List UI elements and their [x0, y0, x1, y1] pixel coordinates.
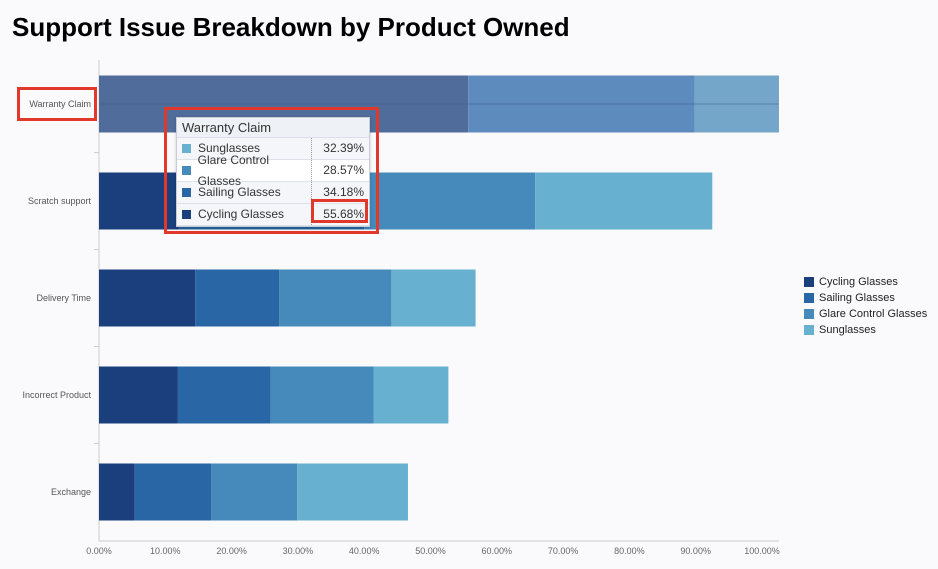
bar-segment-glare-control-glasses[interactable]	[270, 366, 374, 424]
tooltip-row: Cycling Glasses 55.68%	[177, 204, 369, 226]
tooltip-series: Sunglasses	[177, 138, 312, 159]
x-tick-label: 90.00%	[680, 546, 711, 556]
bar-segment-sailing-glasses[interactable]	[177, 366, 271, 424]
bar-segment-cycling-glasses[interactable]	[99, 269, 196, 327]
legend-label: Glare Control Glasses	[819, 308, 928, 320]
chart-title: Support Issue Breakdown by Product Owned	[12, 12, 570, 42]
bar-segment-cycling-glasses[interactable]	[99, 463, 135, 521]
series-swatch-icon	[182, 210, 191, 219]
bar-segment-sunglasses[interactable]	[391, 269, 476, 327]
highlight-box-category	[17, 87, 97, 121]
highlight-box-tooltip	[164, 107, 379, 234]
x-tick-label: 60.00%	[482, 546, 513, 556]
tooltip-series: Glare Control Glasses	[177, 153, 312, 188]
category-label[interactable]: Warranty Claim	[29, 99, 91, 109]
bar-segment-sailing-glasses[interactable]	[134, 463, 212, 521]
tooltip-label: Sailing Glasses	[198, 185, 281, 199]
bar-segment-cycling-glasses[interactable]	[99, 366, 178, 424]
series-swatch-icon	[182, 188, 191, 197]
tooltip-value: 28.57%	[323, 163, 364, 177]
tooltip-label: Sunglasses	[198, 141, 261, 155]
highlight-box-value	[311, 199, 368, 223]
tooltip-label: Cycling Glasses	[198, 207, 285, 221]
tooltip-title: Warranty Claim	[177, 118, 369, 138]
category-label[interactable]: Exchange	[51, 487, 91, 497]
tooltip-value: 34.18%	[323, 185, 364, 199]
category-label[interactable]: Incorrect Product	[22, 390, 91, 400]
tooltip-series: Sailing Glasses	[177, 182, 312, 203]
legend-swatch-icon	[804, 309, 814, 319]
x-tick-label: 0.00%	[86, 546, 112, 556]
bar-segment-sunglasses[interactable]	[297, 463, 408, 521]
tooltip-row: Sailing Glasses 34.18%	[177, 182, 369, 204]
bar-segment-sailing-glasses[interactable]	[195, 269, 280, 327]
tooltip-row: Glare Control Glasses 28.57%	[177, 153, 369, 188]
x-tick-label: 30.00%	[283, 546, 314, 556]
legend-label: Cycling Glasses	[819, 276, 898, 288]
tooltip-series: Cycling Glasses	[177, 204, 312, 225]
tooltip-value: 32.39%	[323, 141, 364, 155]
legend-swatch-icon	[804, 293, 814, 303]
legend-item[interactable]: Sunglasses	[804, 322, 927, 338]
tooltip-row: Sunglasses 32.39%	[177, 138, 369, 160]
x-tick-label: 100.00%	[744, 546, 780, 556]
x-tick-label: 70.00%	[548, 546, 579, 556]
legend-item[interactable]: Glare Control Glasses	[804, 306, 927, 322]
bar-segment-glare-control-glasses[interactable]	[364, 172, 536, 230]
x-tick-label: 80.00%	[614, 546, 645, 556]
category-label[interactable]: Delivery Time	[36, 293, 91, 303]
series-swatch-icon	[182, 144, 191, 153]
x-tick-label: 40.00%	[349, 546, 380, 556]
legend-item[interactable]: Sailing Glasses	[804, 290, 927, 306]
bar-segment-glare-control-glasses[interactable]	[211, 463, 298, 521]
legend-label: Sailing Glasses	[819, 292, 895, 304]
series-swatch-icon	[182, 166, 191, 175]
bar-segment-sunglasses[interactable]	[535, 172, 713, 230]
bar-segment-sunglasses[interactable]	[373, 366, 449, 424]
x-tick-label: 20.00%	[216, 546, 247, 556]
tooltip-label: Glare Control Glasses	[197, 152, 270, 188]
legend-swatch-icon	[804, 325, 814, 335]
bar-segment-glare-control-glasses[interactable]	[279, 269, 392, 327]
legend: Cycling Glasses Sailing Glasses Glare Cont…	[804, 274, 927, 338]
legend-item[interactable]: Cycling Glasses	[804, 274, 927, 290]
legend-label: Sunglasses	[819, 324, 876, 336]
category-label[interactable]: Scratch support	[28, 196, 92, 206]
tooltip-value: 55.68%	[323, 207, 364, 221]
tooltip: Warranty Claim Sunglasses 32.39% Glare Con…	[176, 117, 370, 227]
x-tick-label: 10.00%	[150, 546, 181, 556]
x-tick-label: 50.00%	[415, 546, 446, 556]
legend-swatch-icon	[804, 277, 814, 287]
